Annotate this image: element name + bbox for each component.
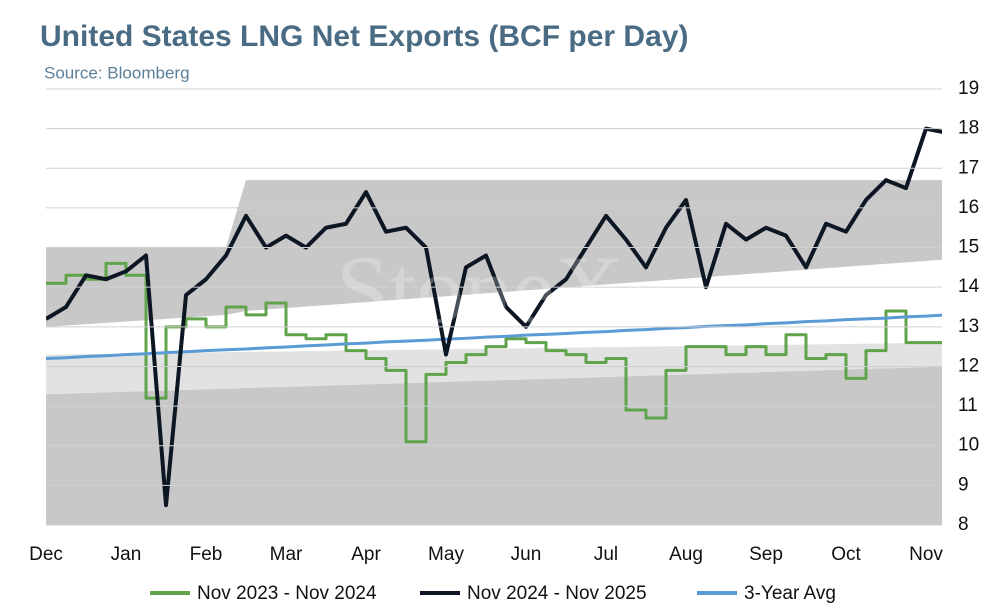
y-tick-label: 18 [958,118,979,139]
y-tick-label: 19 [958,78,979,99]
y-tick-label: 17 [958,157,979,178]
legend-label: Nov 2024 - Nov 2025 [467,583,647,604]
x-tick-label: Dec [29,544,63,565]
y-tick-label: 16 [958,197,979,218]
legend-label: Nov 2023 - Nov 2024 [197,583,377,604]
x-tick-label: Aug [669,544,703,565]
x-tick-label: Oct [831,544,861,565]
x-tick-label: Feb [190,544,223,565]
y-tick-label: 8 [958,514,969,535]
x-tick-label: Jun [511,544,542,565]
chart-title: United States LNG Net Exports (BCF per D… [40,20,688,53]
range-band [46,342,942,395]
x-tick-label: Mar [270,544,303,565]
chart-subtitle: Source: Bloomberg [44,63,190,82]
y-tick-label: 14 [958,276,980,297]
series-line [46,261,942,444]
y-tick-label: 11 [958,395,978,416]
x-tick-label: May [428,544,464,565]
x-tick-label: Sep [749,544,783,565]
legend-label: 3-Year Avg [744,583,836,604]
y-tick-label: 12 [958,355,979,376]
x-tick-label: Nov [909,544,943,565]
y-tick-label: 15 [958,237,979,258]
y-tick-label: 9 [958,474,969,495]
x-tick-label: Jan [111,544,142,565]
series-line [46,313,942,361]
x-tick-label: Apr [351,544,381,565]
y-tick-label: 10 [958,435,979,456]
y-tick-label: 13 [958,316,979,337]
x-tick-label: Jul [594,544,618,565]
watermark: StoneX [336,236,624,343]
range-band [46,180,942,327]
